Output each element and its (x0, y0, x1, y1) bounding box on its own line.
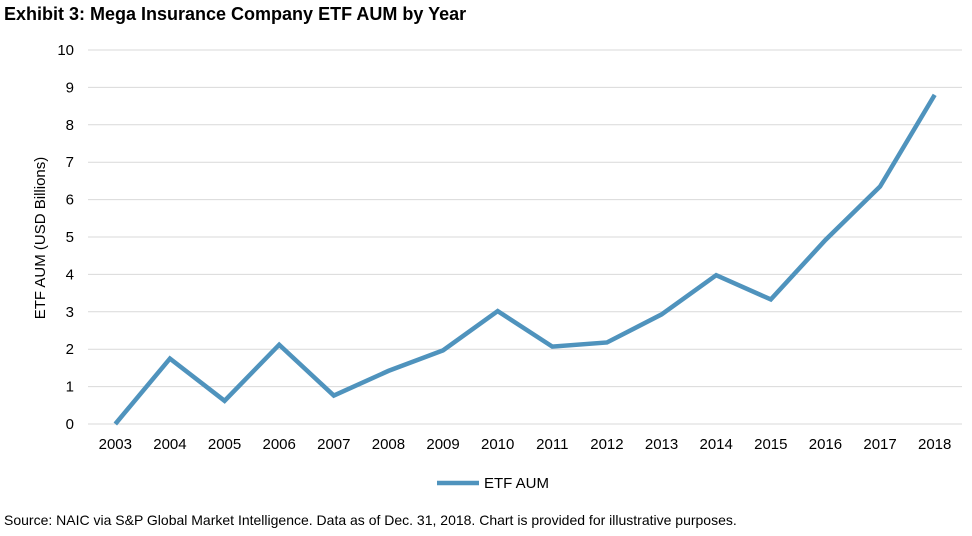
y-tick-label: 1 (66, 379, 74, 396)
y-tick-label: 5 (66, 229, 74, 246)
chart-title: Exhibit 3: Mega Insurance Company ETF AU… (4, 4, 467, 24)
x-tick-label: 2008 (372, 436, 405, 453)
gridlines (88, 49, 962, 425)
x-tick-label: 2013 (645, 436, 678, 453)
y-axis-ticks: 0 1 2 3 4 5 6 7 8 9 10 (57, 42, 74, 433)
series-layer (113, 93, 937, 426)
x-tick-label: 2007 (317, 436, 350, 453)
x-tick-label: 2018 (918, 436, 951, 453)
x-tick-label: 2012 (590, 436, 623, 453)
x-tick-label: 2003 (99, 436, 132, 453)
y-tick-label: 10 (57, 42, 74, 59)
x-axis-ticks: 2003 2004 2005 2006 2007 2008 2009 2010 2011 2012… (99, 436, 952, 453)
x-tick-label: 2006 (263, 436, 296, 453)
y-tick-label: 8 (66, 117, 74, 134)
x-tick-label: 2005 (208, 436, 241, 453)
x-tick-label: 2016 (809, 436, 842, 453)
x-tick-label: 2004 (153, 436, 186, 453)
y-tick-label: 6 (66, 192, 74, 209)
source-note: Source: NAIC via S&P Global Market Intel… (4, 512, 737, 528)
x-tick-label: 2010 (481, 436, 514, 453)
y-tick-label: 3 (66, 304, 74, 321)
y-tick-label: 9 (66, 79, 74, 96)
x-tick-label: 2009 (426, 436, 459, 453)
y-tick-label: 4 (66, 266, 74, 283)
x-tick-label: 2015 (754, 436, 787, 453)
legend: ETF AUM (437, 475, 549, 492)
y-tick-label: 2 (66, 341, 74, 358)
y-tick-label: 7 (66, 154, 74, 171)
x-tick-label: 2017 (863, 436, 896, 453)
y-tick-label: 0 (66, 416, 74, 433)
x-tick-label: 2011 (536, 436, 568, 453)
legend-label-etf-aum: ETF AUM (484, 475, 549, 492)
y-axis-label: ETF AUM (USD Billions) (32, 157, 49, 320)
x-tick-label: 2014 (700, 436, 733, 453)
series-line-etf-aum (113, 93, 937, 426)
